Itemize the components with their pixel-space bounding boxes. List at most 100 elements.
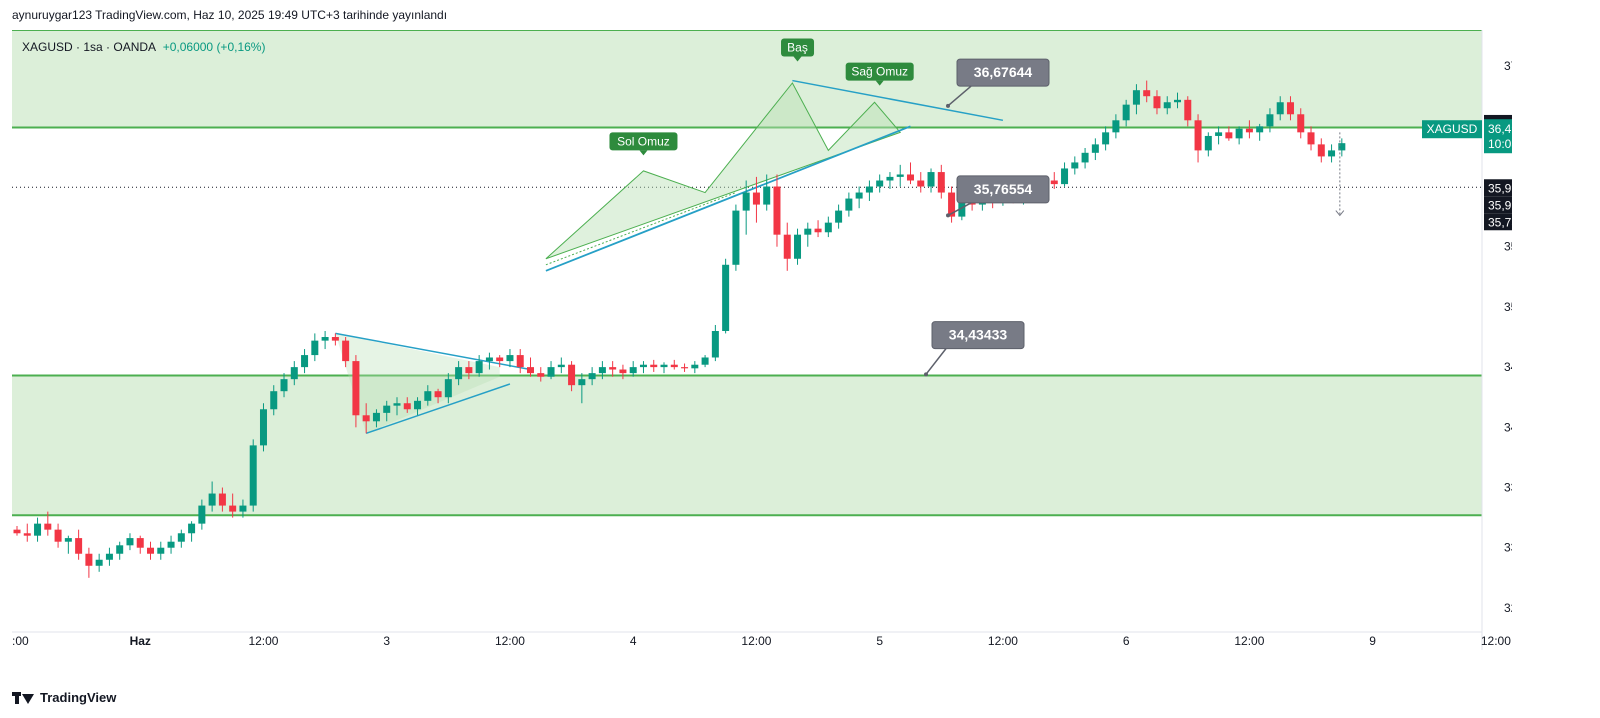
triangle-lower-trendline[interactable] bbox=[365, 383, 511, 435]
price-axis-tag-value: 35,99385 bbox=[1488, 198, 1512, 212]
candle-body bbox=[331, 337, 339, 341]
candle-body bbox=[670, 364, 678, 368]
candle-body bbox=[660, 364, 668, 368]
candle-body bbox=[424, 391, 432, 401]
tradingview-footer[interactable]: TradingView bbox=[12, 690, 116, 705]
candle-body bbox=[167, 541, 175, 548]
candle-body bbox=[321, 337, 329, 341]
x-tick-label: 5 bbox=[876, 634, 883, 648]
x-tick-label: 12:00 bbox=[1481, 634, 1511, 648]
price-callout-anchor bbox=[946, 103, 950, 108]
candle-body bbox=[1338, 143, 1346, 151]
candle-body bbox=[711, 331, 719, 358]
candle-body bbox=[845, 198, 853, 211]
candle-body bbox=[1050, 180, 1058, 185]
candle-body bbox=[568, 364, 576, 386]
price-callout-text[interactable]: 34,43433 bbox=[949, 327, 1008, 343]
head-top-trendline[interactable] bbox=[792, 79, 1004, 122]
symbol-legend[interactable]: XAGUSD · 1sa · OANDA +0,06000 (+0,16%) bbox=[22, 40, 265, 54]
candle-body bbox=[64, 538, 72, 542]
candle-body bbox=[105, 553, 113, 560]
candle-body bbox=[906, 174, 914, 181]
candle-body bbox=[917, 180, 925, 187]
pattern-label-pointer bbox=[875, 80, 884, 86]
candle-body bbox=[1286, 102, 1294, 115]
candle-body bbox=[1132, 90, 1140, 105]
symbol-tag-label: XAGUSD bbox=[1427, 122, 1478, 136]
pattern-base-dashed bbox=[545, 192, 737, 266]
head-shoulders-pattern[interactable] bbox=[545, 82, 902, 260]
candle-body bbox=[177, 533, 185, 542]
candle-body bbox=[1194, 120, 1202, 151]
x-tick-label: 6 bbox=[1123, 634, 1130, 648]
candle-body bbox=[506, 355, 514, 362]
pattern-label-bg bbox=[845, 62, 914, 81]
candle-body bbox=[1153, 96, 1161, 109]
candle-body bbox=[814, 228, 822, 233]
candle-body bbox=[773, 186, 781, 235]
candle-body bbox=[1215, 132, 1223, 136]
candle-body bbox=[259, 409, 267, 446]
price-callout-box[interactable] bbox=[956, 175, 1050, 204]
candle-body bbox=[352, 361, 360, 416]
chart-svg[interactable]: Sol Omuz Baş Sağ Omuz 36,67644 35,76554 34,43… bbox=[5, 29, 1554, 650]
current-price-tag-countdown: 10:03 bbox=[1488, 137, 1512, 151]
price-callout-text[interactable]: 35,76554 bbox=[974, 181, 1033, 197]
candle-body bbox=[537, 373, 545, 377]
y-tick-label: 33,50000 bbox=[1504, 481, 1512, 495]
candle-body bbox=[609, 367, 617, 370]
x-tick-label: 4 bbox=[630, 634, 637, 648]
candle-body bbox=[1112, 120, 1120, 133]
candle-body bbox=[403, 403, 411, 410]
candle-body bbox=[722, 264, 730, 331]
symbol-info[interactable]: XAGUSD · 1sa · OANDA bbox=[22, 40, 156, 54]
candle-body bbox=[455, 367, 463, 380]
price-callout-text[interactable]: 36,67644 bbox=[974, 64, 1033, 80]
x-tick-label: Haz bbox=[130, 634, 151, 648]
candle-body bbox=[383, 405, 391, 413]
pattern-label[interactable]: Sağ Omuz bbox=[851, 65, 908, 79]
y-tick-label: 37,00000 bbox=[1504, 59, 1512, 73]
price-axis-tag-value: 35,99385 bbox=[1488, 181, 1512, 195]
candle-body bbox=[54, 529, 62, 542]
candle-body bbox=[75, 538, 83, 554]
y-tick-label: 35,00000 bbox=[1504, 300, 1512, 314]
candle-body bbox=[1204, 135, 1212, 151]
pattern-label[interactable]: Baş bbox=[787, 40, 808, 54]
candle-body bbox=[794, 234, 802, 259]
candle-body bbox=[527, 367, 534, 374]
price-callout-box[interactable] bbox=[931, 321, 1025, 350]
triangle-upper-trendline[interactable] bbox=[335, 332, 531, 371]
candle-body bbox=[126, 538, 134, 546]
candle-body bbox=[578, 379, 586, 386]
target-arrow-icon bbox=[1335, 210, 1345, 217]
pattern-label[interactable]: Sol Omuz bbox=[617, 134, 670, 148]
candle-body bbox=[1071, 162, 1079, 169]
candle-body bbox=[588, 373, 596, 380]
candle-body bbox=[1143, 90, 1151, 97]
candle-body bbox=[1256, 126, 1264, 133]
candle-body bbox=[1184, 99, 1192, 121]
candle-body bbox=[1328, 150, 1336, 157]
candle-body bbox=[742, 192, 750, 211]
candle-body bbox=[485, 357, 493, 362]
candle-body bbox=[198, 505, 206, 524]
candle-body bbox=[342, 340, 350, 362]
candle-body bbox=[1245, 128, 1253, 133]
candle-body bbox=[414, 400, 422, 410]
symbol-tag[interactable] bbox=[1422, 120, 1482, 139]
y-tick-label: 34,00000 bbox=[1504, 420, 1512, 434]
y-tick-label: 32,50000 bbox=[1504, 601, 1512, 615]
pattern-label-pointer bbox=[793, 56, 802, 62]
x-tick-label: 12:00 bbox=[248, 634, 278, 648]
price-callout-box[interactable] bbox=[956, 58, 1050, 87]
chart-area[interactable]: Sol Omuz Baş Sağ Omuz 36,67644 35,76554 34,43… bbox=[5, 29, 1554, 650]
neckline-trendline[interactable] bbox=[545, 125, 911, 272]
candle-body bbox=[650, 364, 658, 368]
x-tick-label: 12:00 bbox=[1234, 634, 1264, 648]
brand-label: TradingView bbox=[40, 690, 117, 705]
x-tick-label: 9 bbox=[1369, 634, 1376, 648]
candle-body bbox=[34, 523, 42, 536]
candle-body bbox=[218, 493, 226, 506]
candle-body bbox=[372, 412, 380, 422]
